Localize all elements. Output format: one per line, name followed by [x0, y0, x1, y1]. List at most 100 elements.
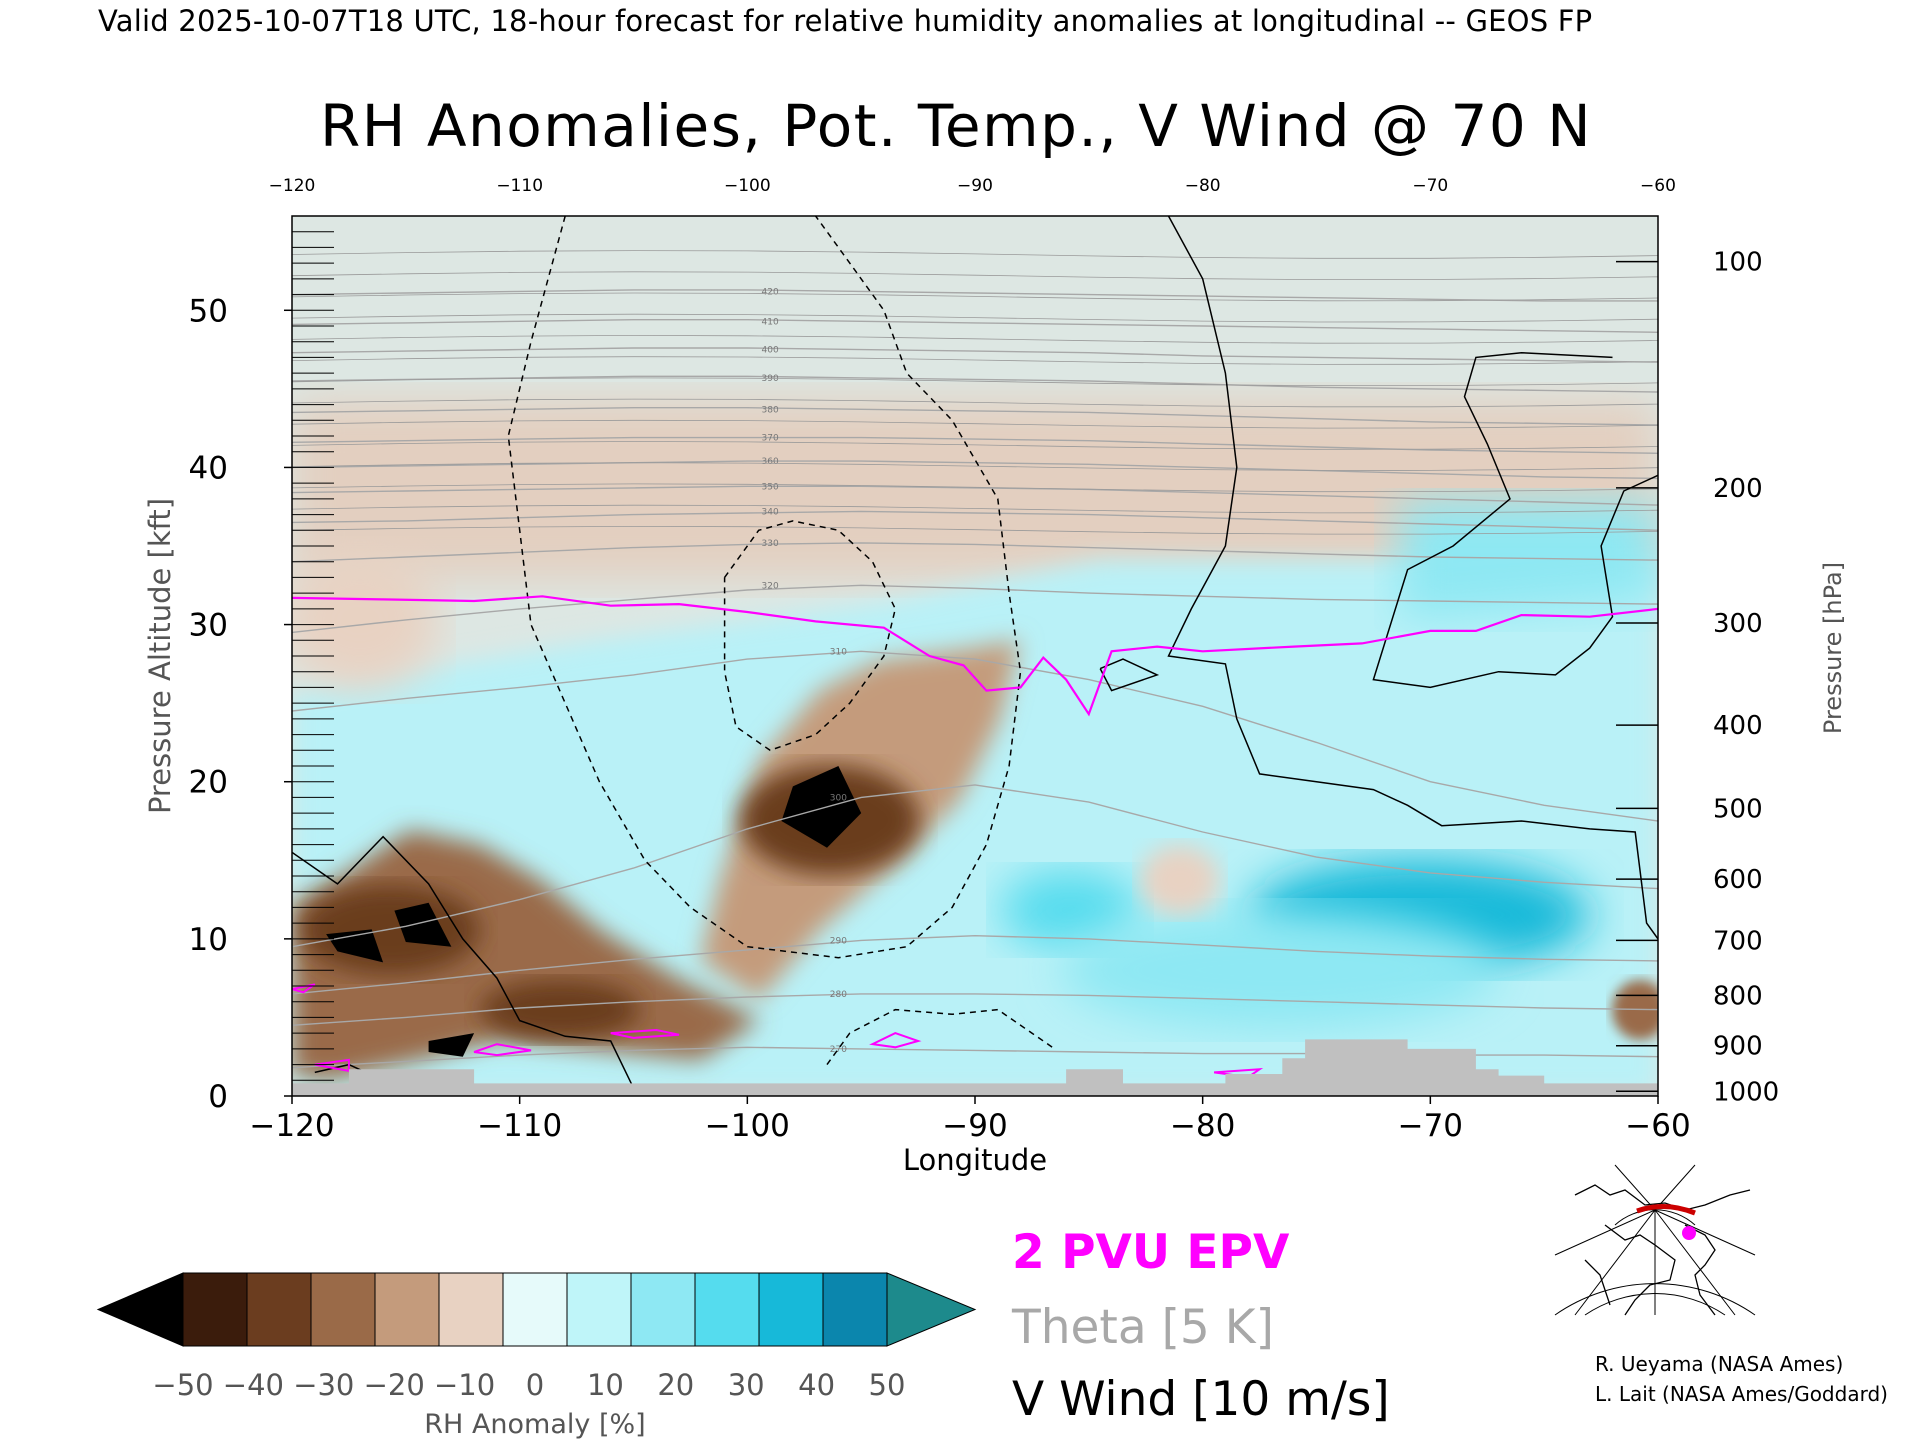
- theta-contours: 270 280 290 300 310 320 330 340 350 360 370 380 390 4…: [292, 250, 1658, 1069]
- theta-thin-11: [292, 292, 1658, 302]
- colorbar-under-arrow: [96, 1272, 184, 1347]
- epv-legend-label: 2 PVU EPV: [1012, 1225, 1290, 1280]
- theta-label-280: 280: [830, 990, 847, 1000]
- top-x-tick-label: −100: [724, 176, 771, 196]
- theta-label-290: 290: [830, 936, 847, 946]
- theta-label-420: 420: [762, 287, 779, 297]
- top-x-tick-label: −90: [957, 176, 993, 196]
- theta-410: [292, 319, 1658, 333]
- theta-thin-7: [292, 377, 1658, 387]
- valid-time-caption: Valid 2025-10-07T18 UTC, 18-hour forecas…: [98, 4, 1593, 38]
- colorbar-bin: [694, 1272, 760, 1347]
- theta-label-370: 370: [762, 434, 779, 444]
- top-x-tick-label: −70: [1412, 176, 1448, 196]
- theta-label-320: 320: [762, 581, 779, 591]
- locator-marker: [1682, 1226, 1696, 1240]
- y-tick-label: 10: [189, 922, 228, 958]
- y-tick-label: 50: [189, 293, 228, 329]
- dry-patch-upper-west: [292, 550, 440, 690]
- colorbar-tick-label: 20: [657, 1368, 694, 1402]
- locator-section-line: [1636, 1204, 1696, 1216]
- vwind-contour-0: [507, 216, 1022, 959]
- x-tick-label: −110: [477, 1108, 562, 1144]
- colorbar-tick-label: 50: [869, 1368, 906, 1402]
- terrain: [292, 1039, 1658, 1096]
- pressure-tick-label: 900: [1713, 1032, 1763, 1062]
- theta-thin-0: [292, 526, 1658, 535]
- epv-tropopause: [292, 595, 1658, 717]
- pressure-tick-label: 700: [1713, 926, 1763, 956]
- epv-loop-4: [314, 1058, 350, 1073]
- epv-loop-3: [869, 1032, 922, 1049]
- dry-blob-1: [394, 902, 452, 947]
- colorbar-over-arrow: [886, 1272, 977, 1347]
- theta-thin-3: [292, 462, 1658, 471]
- theta-thin-8: [292, 356, 1658, 365]
- x-tick-label: −100: [705, 1108, 790, 1144]
- epv-loop-0: [292, 983, 316, 994]
- theta-label-400: 400: [762, 346, 779, 356]
- top-x-tick-label: −110: [496, 176, 543, 196]
- theta-thin-4: [292, 441, 1658, 450]
- top-x-tick-label: −120: [269, 176, 316, 196]
- theta-280: [292, 993, 1658, 1026]
- colorbar-tick-label: −30: [293, 1368, 354, 1402]
- colorbar-tick-label: 10: [587, 1368, 624, 1402]
- dry-blob-3: [428, 1033, 475, 1057]
- dry-core-west: [300, 885, 480, 975]
- colorbar-bin: [758, 1272, 824, 1347]
- theta-thin-6: [292, 398, 1658, 408]
- top-x-tick-label: −60: [1640, 176, 1676, 196]
- colorbar-bin: [246, 1272, 312, 1347]
- colorbar-bin: [374, 1272, 440, 1347]
- colorbar-tick-label: −40: [223, 1368, 284, 1402]
- x-tick-label: −120: [249, 1108, 334, 1144]
- vwind-contour-2: [826, 1008, 1056, 1066]
- colorbar-bin: [566, 1272, 632, 1347]
- colorbar-bin: [182, 1272, 248, 1347]
- vwind-legend-label: V Wind [10 m/s]: [1012, 1372, 1390, 1427]
- locator-coastline: [1574, 1184, 1751, 1316]
- dry-blob-2: [781, 766, 862, 848]
- theta-360: [292, 460, 1658, 480]
- pressure-axis-label: Pressure [hPa]: [1819, 562, 1847, 734]
- colorbar-bin: [438, 1272, 504, 1347]
- theta-label-350: 350: [762, 482, 779, 492]
- credit-line-2: L. Lait (NASA Ames/Goddard): [1595, 1382, 1888, 1406]
- x-tick-label: −60: [1625, 1108, 1690, 1144]
- vwind-contour-7: [1372, 351, 1658, 689]
- dry-patch-east: [1140, 845, 1220, 915]
- y-tick-label: 30: [189, 608, 228, 644]
- colorbar-tick-label: −20: [364, 1368, 425, 1402]
- vwind-contours: [292, 216, 1658, 1089]
- moist-low: [1060, 910, 1500, 1030]
- x-axis-label: Longitude: [903, 1143, 1047, 1177]
- pressure-tick-label: 400: [1713, 711, 1763, 741]
- rh-anomaly-field: 270 280 290 300 310 320 330 340 350 360 370 380 390 4…: [292, 216, 1658, 1096]
- chart-title: RH Anomalies, Pot. Temp., V Wind @ 70 N: [320, 92, 1593, 160]
- pressure-tick-label: 500: [1713, 794, 1763, 824]
- theta-label-360: 360: [762, 457, 779, 467]
- theta-thin-9: [292, 334, 1658, 344]
- moist-core-mid: [1000, 870, 1140, 950]
- pressure-tick-label: 800: [1713, 981, 1763, 1011]
- theta-thin-12: [292, 271, 1658, 281]
- theta-label-300: 300: [830, 793, 847, 803]
- theta-thin-13: [292, 250, 1658, 259]
- vwind-contour-4: [292, 835, 635, 1089]
- theta-thin-2: [292, 483, 1658, 493]
- dry-low-west: [480, 980, 640, 1040]
- colorbar-bin: [310, 1272, 376, 1347]
- locator-map: [1554, 1164, 1756, 1316]
- pressure-tick-label: 600: [1713, 865, 1763, 895]
- east-cyan-band: [1400, 500, 1658, 620]
- theta-290: [292, 934, 1658, 995]
- theta-380: [292, 407, 1658, 426]
- theta-label-380: 380: [762, 405, 779, 415]
- theta-label-340: 340: [762, 507, 779, 517]
- vwind-contour-3: [1167, 216, 1658, 940]
- vwind-contour-1: [723, 520, 897, 752]
- theta-350: [292, 485, 1658, 506]
- colorbar-bin: [630, 1272, 696, 1347]
- colorbar-tick-label: 40: [798, 1368, 835, 1402]
